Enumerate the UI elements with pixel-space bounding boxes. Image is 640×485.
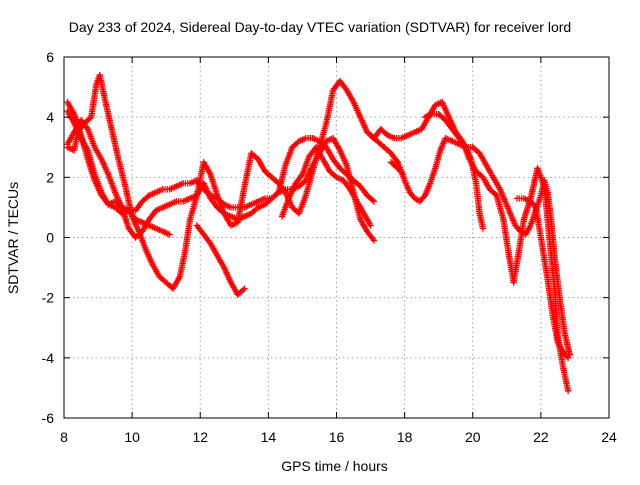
series-track-9 [421, 110, 487, 232]
x-axis-label: GPS time / hours [281, 458, 388, 474]
data-point [564, 354, 572, 362]
y-tick-label: -4 [42, 350, 55, 366]
data-point [479, 225, 487, 232]
y-tick-label: 2 [46, 169, 54, 185]
y-tick-label: 0 [46, 230, 54, 246]
y-tick-label: -2 [42, 290, 55, 306]
data-point [166, 231, 173, 238]
y-tick-label: -6 [42, 410, 55, 426]
data-point [564, 387, 572, 395]
x-tick-label: 14 [261, 429, 277, 445]
x-tick-label: 18 [397, 429, 413, 445]
series-track-6 [278, 144, 374, 229]
y-axis-label: SDTVAR / TECUs [5, 182, 21, 294]
chart-title: Day 233 of 2024, Sidereal Day-to-day VTE… [69, 19, 571, 35]
series-track-5 [193, 222, 248, 298]
y-tick-label: 6 [46, 49, 54, 65]
series-track-7 [367, 132, 574, 359]
x-tick-label: 8 [60, 429, 68, 445]
y-tick-label: 4 [46, 109, 54, 125]
data-point-fill [369, 196, 376, 204]
x-tick-label: 24 [601, 429, 617, 445]
x-tick-label: 22 [533, 429, 549, 445]
x-tick-label: 10 [124, 429, 140, 445]
x-tick-label: 16 [329, 429, 345, 445]
data-point [241, 285, 248, 292]
x-tick-label: 12 [192, 429, 208, 445]
data-point [370, 237, 378, 244]
series-track-10 [513, 195, 572, 362]
data-marks [64, 71, 574, 395]
data-point [367, 222, 374, 229]
data-point [399, 171, 407, 178]
series-track-4 [64, 116, 378, 244]
data-point [370, 198, 378, 205]
series-track-8 [387, 159, 407, 178]
data-point-fill [239, 286, 247, 294]
x-tick-label: 20 [465, 429, 481, 445]
